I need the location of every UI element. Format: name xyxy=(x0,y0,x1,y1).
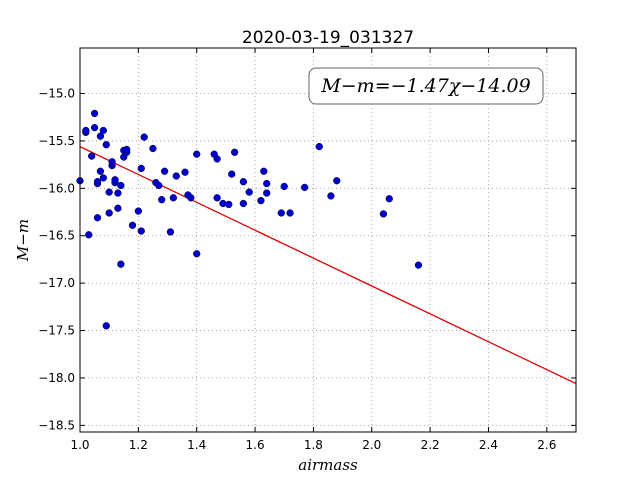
data-point xyxy=(90,123,99,132)
data-point xyxy=(160,167,169,175)
data-point xyxy=(114,189,122,197)
data-point xyxy=(286,209,294,217)
data-point xyxy=(90,109,99,118)
data-point xyxy=(193,250,201,258)
data-point xyxy=(187,194,195,202)
data-point xyxy=(155,181,163,190)
data-point xyxy=(245,188,253,196)
x-tick-label: 1.8 xyxy=(304,438,323,452)
data-point xyxy=(149,144,157,153)
x-tick-label: 1.0 xyxy=(70,438,89,452)
data-point xyxy=(379,210,388,218)
y-tick-label: −17.5 xyxy=(38,324,75,338)
fit-line xyxy=(79,146,577,385)
data-point xyxy=(128,221,137,229)
data-point xyxy=(193,150,201,158)
data-point xyxy=(169,194,178,202)
x-axis-label: airmass xyxy=(298,456,358,474)
fit-equation-box: M−m=−1.47χ−14.09 xyxy=(308,67,544,105)
chart-title: 2020-03-19_031327 xyxy=(242,28,414,48)
data-point xyxy=(117,181,125,190)
data-point xyxy=(414,261,423,269)
data-point xyxy=(280,182,288,191)
y-tick-label: −18.0 xyxy=(38,371,75,385)
data-point xyxy=(327,192,335,200)
data-point xyxy=(108,158,116,166)
data-point xyxy=(123,145,131,154)
y-tick-label: −16.5 xyxy=(38,229,75,243)
data-points xyxy=(76,109,423,330)
fit-equation-label: M−m=−1.47χ−14.09 xyxy=(320,75,530,97)
data-point xyxy=(105,209,113,217)
data-point xyxy=(111,176,119,184)
data-point xyxy=(385,195,393,203)
fit-line-group xyxy=(79,146,577,385)
y-tick-label: −15.5 xyxy=(38,134,75,148)
grid-lines xyxy=(79,48,576,432)
data-point xyxy=(114,204,122,212)
y-axis-label: M−m xyxy=(14,219,32,262)
data-point xyxy=(213,194,221,202)
data-point xyxy=(134,207,143,215)
data-point xyxy=(99,174,107,182)
data-point xyxy=(105,188,113,196)
data-point xyxy=(213,155,221,163)
y-tick-label: −18.5 xyxy=(38,418,75,432)
x-tick-label: 2.0 xyxy=(362,438,381,452)
data-point xyxy=(99,126,107,135)
data-point xyxy=(239,199,248,208)
x-tick-label: 1.4 xyxy=(187,438,206,452)
data-point xyxy=(137,227,145,235)
data-point xyxy=(102,322,110,330)
data-point xyxy=(228,170,236,178)
data-point xyxy=(277,209,285,217)
data-point xyxy=(257,197,265,205)
fit-equation-frame xyxy=(308,67,544,105)
data-point xyxy=(93,178,102,186)
data-point xyxy=(82,126,90,135)
data-point xyxy=(263,179,271,188)
data-point xyxy=(166,228,175,236)
data-point xyxy=(172,172,180,180)
data-point xyxy=(96,132,105,140)
data-point xyxy=(239,178,248,186)
plot-area-frame xyxy=(79,47,577,433)
axis-ticks: 1.0 1.2 1.4 1.6 1.8 2.0 2.2 2.4 2.6 −15.0 −15.5 −16… xyxy=(38,48,576,452)
x-tick-label: 2.4 xyxy=(479,438,498,452)
data-point xyxy=(315,142,323,151)
data-point xyxy=(140,133,148,141)
data-point xyxy=(301,183,309,192)
x-tick-label: 1.6 xyxy=(246,438,265,452)
data-point xyxy=(93,214,102,222)
data-point xyxy=(333,177,341,185)
data-point xyxy=(181,168,189,176)
y-tick-label: −17.0 xyxy=(38,276,75,290)
data-point xyxy=(117,260,125,268)
data-point xyxy=(102,141,110,149)
data-point xyxy=(137,164,145,173)
data-point xyxy=(96,167,105,175)
data-point xyxy=(85,231,93,239)
data-point xyxy=(158,196,166,204)
data-point xyxy=(260,167,268,175)
data-point xyxy=(225,200,233,209)
y-tick-label: −15.0 xyxy=(38,87,75,101)
data-point xyxy=(230,148,239,156)
y-tick-label: −16.0 xyxy=(38,181,75,195)
data-point xyxy=(263,189,271,197)
x-tick-label: 2.6 xyxy=(537,438,556,452)
data-point xyxy=(88,152,96,160)
x-tick-label: 1.2 xyxy=(129,438,148,452)
x-tick-label: 2.2 xyxy=(421,438,440,452)
